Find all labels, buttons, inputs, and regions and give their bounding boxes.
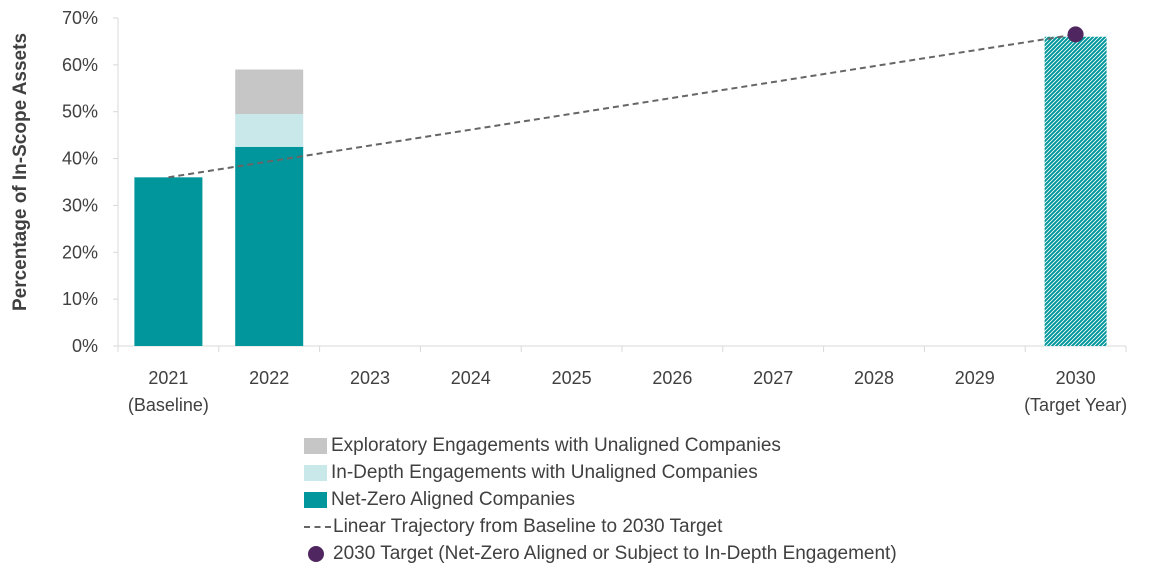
x-tick-label: 2021 [148,368,188,388]
x-tick-label: 2026 [652,368,692,388]
bar-layer [134,36,1107,346]
legend-label: 2030 Target (Net-Zero Aligned or Subject… [333,542,897,564]
legend: Exploratory Engagements with Unaligned C… [304,432,897,567]
legend-item: Net-Zero Aligned Companies [304,486,897,513]
y-tick-label: 0% [72,336,98,356]
x-tick-label: 2022 [249,368,289,388]
chart: 0% 10% 20% 30% 40% 50% 60% 70% 2021 (Baseline) 202… [10,8,1127,415]
x-tick-label: 2029 [955,368,995,388]
x-tick-label: 2030 [1056,368,1096,388]
y-tick-label: 40% [62,149,98,169]
legend-dash [304,525,331,528]
y-tick-label: 10% [62,289,98,309]
legend-label: Exploratory Engagements with Unaligned C… [331,434,781,456]
x-tick-label: 2025 [552,368,592,388]
target-point [1067,26,1084,43]
line-layer [168,26,1084,179]
trajectory-line [168,33,1076,179]
x-tick-sublabel: (Baseline) [128,395,209,415]
legend-item: 2030 Target (Net-Zero Aligned or Subject… [304,540,897,567]
bar-segment [134,177,203,346]
axis-layer: 0% 10% 20% 30% 40% 50% 60% 70% 2021 (Baseline) 202… [62,8,1127,415]
y-tick-label: 50% [62,102,98,122]
legend-swatch [304,437,327,454]
legend-dot [308,545,324,562]
y-tick-label: 70% [62,8,98,28]
legend-item: In-Depth Engagements with Unaligned Comp… [304,459,897,486]
legend-label: In-Depth Engagements with Unaligned Comp… [331,461,758,483]
x-tick-label: 2023 [350,368,390,388]
bar-segment [235,114,304,147]
y-tick-label: 30% [62,195,98,215]
y-tick-label: 20% [62,242,98,262]
bar-segment [235,69,304,115]
legend-swatch [304,491,327,508]
x-tick-label: 2024 [451,368,491,388]
y-axis-label: Percentage of In-Scope Assets [10,33,31,311]
x-tick-sublabel: (Target Year) [1024,395,1127,415]
legend-swatch [304,464,327,481]
legend-item: Exploratory Engagements with Unaligned C… [304,432,897,459]
legend-label: Linear Trajectory from Baseline to 2030 … [333,515,723,537]
bar-segment [235,146,304,346]
target-bar [1044,36,1107,346]
legend-label: Net-Zero Aligned Companies [331,488,575,510]
x-tick-label: 2028 [854,368,894,388]
legend-item: Linear Trajectory from Baseline to 2030 … [304,513,897,540]
y-tick-label: 60% [62,55,98,75]
x-tick-label: 2027 [753,368,793,388]
